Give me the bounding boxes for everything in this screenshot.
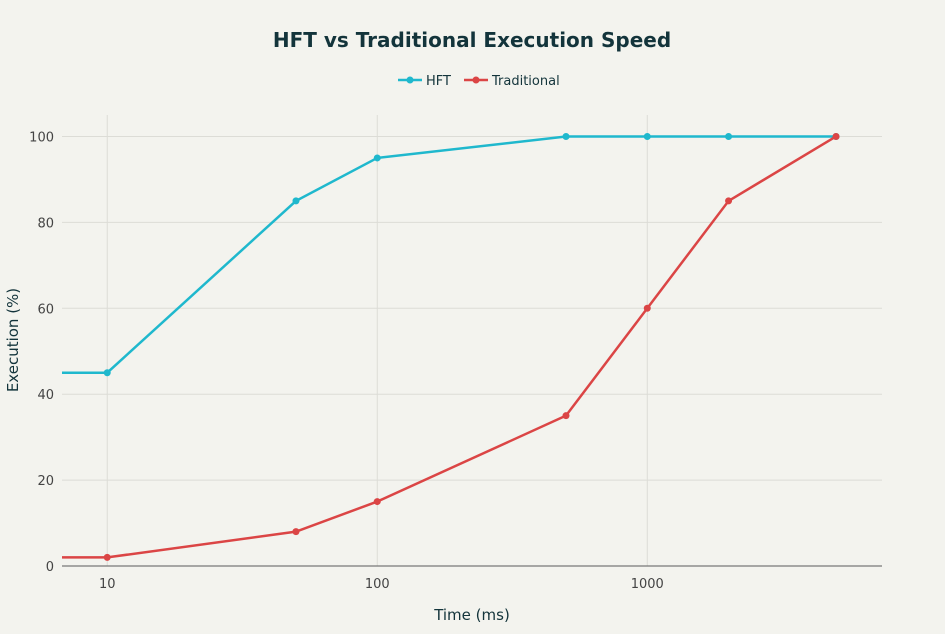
data-point-hft bbox=[562, 132, 570, 140]
y-tick-label: 80 bbox=[37, 216, 54, 231]
data-point-traditional bbox=[832, 132, 840, 140]
data-point-traditional bbox=[103, 553, 111, 561]
grid bbox=[62, 115, 882, 567]
data-point-traditional bbox=[373, 498, 381, 506]
data-point-traditional bbox=[643, 304, 651, 312]
ticks: 0 20 40 60 80 100 10 100 1000 bbox=[29, 130, 664, 592]
y-axis-label: Execution (%) bbox=[4, 288, 22, 392]
legend: HFT Traditional bbox=[398, 74, 560, 89]
y-tick-label: 20 bbox=[37, 474, 54, 489]
data-point-hft bbox=[373, 154, 381, 162]
data-point-traditional bbox=[725, 197, 733, 205]
y-tick-label: 40 bbox=[37, 388, 54, 403]
data-point-hft bbox=[643, 132, 651, 140]
series-line-traditional bbox=[62, 135, 837, 559]
x-axis-label: Time (ms) bbox=[433, 606, 510, 624]
data-point-hft bbox=[292, 197, 300, 205]
x-tick-label: 1000 bbox=[631, 577, 664, 592]
legend-label: Traditional bbox=[491, 74, 560, 89]
x-tick-label: 10 bbox=[99, 577, 116, 592]
y-tick-label: 0 bbox=[46, 560, 54, 575]
y-tick-label: 100 bbox=[29, 130, 54, 145]
data-point-traditional bbox=[292, 528, 300, 536]
legend-label: HFT bbox=[426, 74, 451, 89]
data-point-hft bbox=[103, 369, 111, 377]
legend-marker bbox=[406, 76, 414, 84]
data-point-traditional bbox=[562, 412, 570, 420]
x-tick-label: 100 bbox=[365, 577, 390, 592]
chart-title: HFT vs Traditional Execution Speed bbox=[273, 28, 671, 52]
series-line-hft bbox=[62, 135, 837, 374]
data-point-hft bbox=[725, 132, 733, 140]
y-tick-label: 60 bbox=[37, 302, 54, 317]
series bbox=[62, 132, 840, 561]
legend-marker bbox=[472, 76, 480, 84]
